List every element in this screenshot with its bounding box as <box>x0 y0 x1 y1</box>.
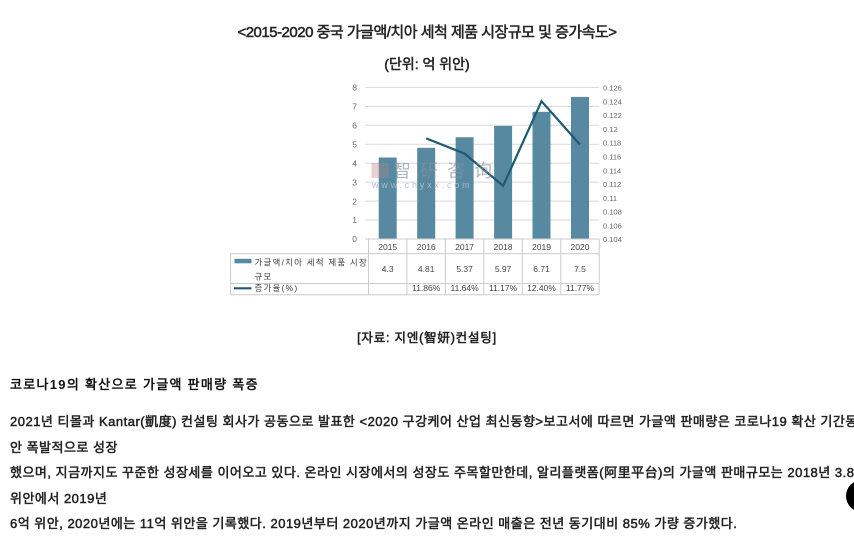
svg-text:5: 5 <box>352 139 357 149</box>
svg-text:가글액/치아 세척 제품 시장: 가글액/치아 세척 제품 시장 <box>255 258 368 268</box>
svg-text:11.17%: 11.17% <box>489 283 518 293</box>
svg-text:2016: 2016 <box>417 242 436 252</box>
svg-text:6.71: 6.71 <box>533 264 550 274</box>
svg-text:2: 2 <box>352 196 357 206</box>
svg-text:2015: 2015 <box>378 242 397 252</box>
svg-text:2018: 2018 <box>494 242 513 252</box>
svg-text:0.11: 0.11 <box>603 194 617 203</box>
svg-text:4: 4 <box>352 158 357 168</box>
svg-text:4.81: 4.81 <box>418 264 435 274</box>
svg-text:智研咨询: 智研咨询 <box>393 161 501 181</box>
svg-text:0.114: 0.114 <box>603 166 621 175</box>
svg-text:0.122: 0.122 <box>603 111 622 120</box>
svg-text:11.64%: 11.64% <box>450 283 479 293</box>
svg-text:11.77%: 11.77% <box>566 283 595 293</box>
svg-text:0.12: 0.12 <box>603 125 618 134</box>
svg-text:0.106: 0.106 <box>603 221 622 230</box>
svg-text:7.5: 7.5 <box>574 264 586 274</box>
svg-text:1: 1 <box>352 215 357 225</box>
svg-text:12.40%: 12.40% <box>527 283 556 293</box>
svg-text:규모: 규모 <box>255 272 273 282</box>
svg-text:4.3: 4.3 <box>382 264 394 274</box>
svg-text:2017: 2017 <box>455 242 474 252</box>
svg-text:증가율(%): 증가율(%) <box>255 283 299 293</box>
svg-text:7: 7 <box>352 102 357 112</box>
svg-text:8: 8 <box>352 83 357 93</box>
svg-text:3: 3 <box>352 177 357 187</box>
svg-text:0.112: 0.112 <box>603 180 621 189</box>
svg-text:www.chyxx.com: www.chyxx.com <box>371 180 472 190</box>
svg-text:0.124: 0.124 <box>603 97 622 106</box>
svg-text:5.37: 5.37 <box>456 264 473 274</box>
svg-text:0.116: 0.116 <box>603 153 621 162</box>
svg-text:0.104: 0.104 <box>603 235 622 244</box>
svg-text:0.108: 0.108 <box>603 208 622 217</box>
svg-text:0: 0 <box>352 234 357 244</box>
svg-text:6: 6 <box>352 121 357 131</box>
svg-text:2020: 2020 <box>571 242 590 252</box>
svg-text:5.97: 5.97 <box>495 264 512 274</box>
svg-text:0.126: 0.126 <box>603 84 622 93</box>
svg-text:0.118: 0.118 <box>603 139 621 148</box>
svg-text:2019: 2019 <box>532 242 551 252</box>
svg-text:11.86%: 11.86% <box>412 283 441 293</box>
